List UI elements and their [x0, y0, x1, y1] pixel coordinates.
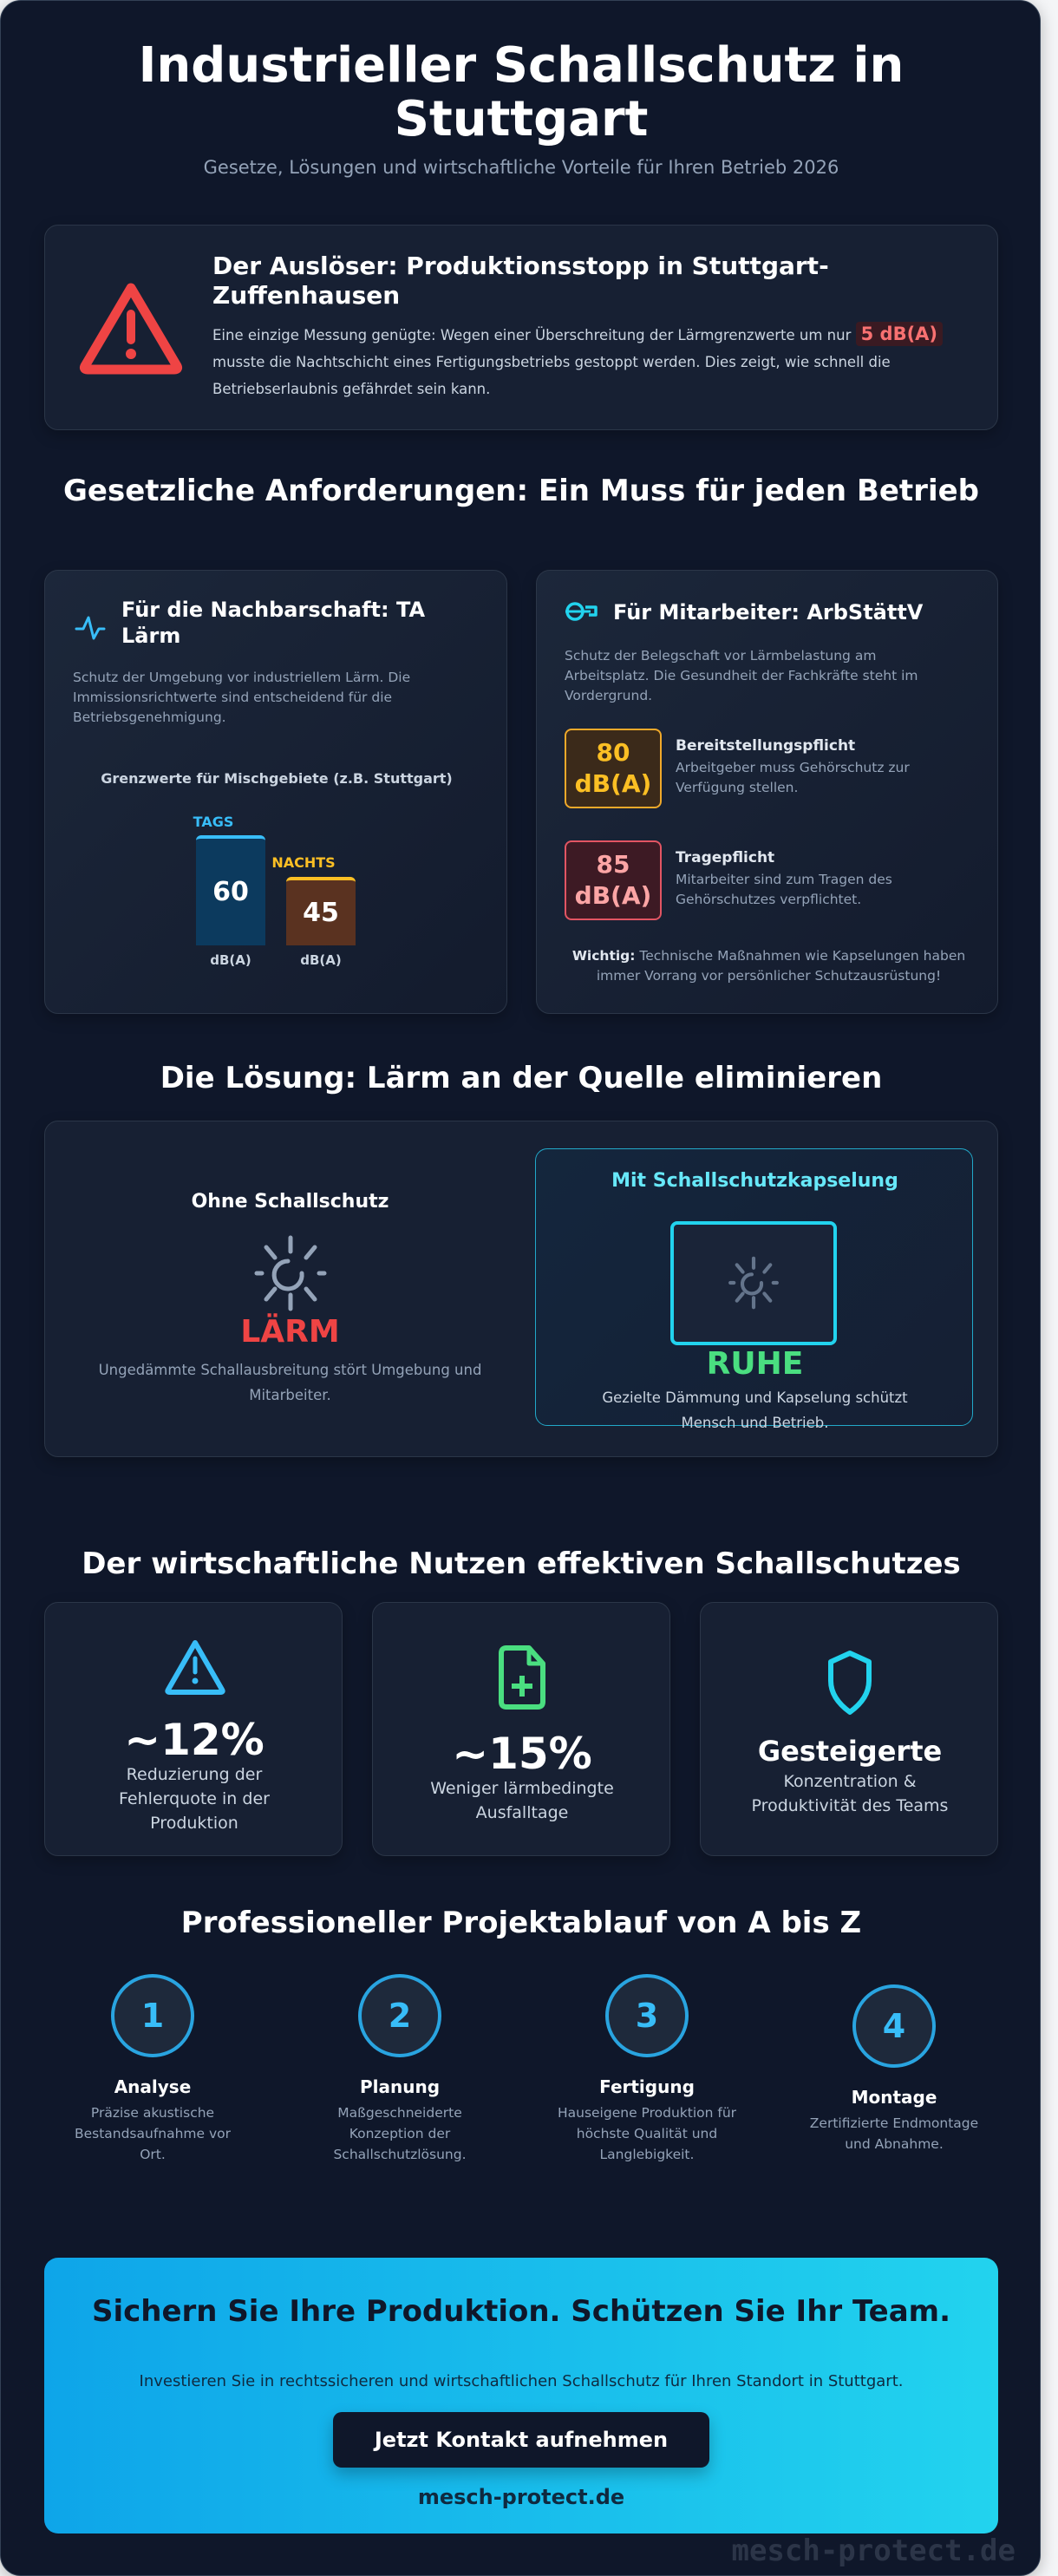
with-title: Mit Schallschutzkapselung [611, 1170, 898, 1192]
bar-label-day: TAGS [193, 814, 234, 830]
threshold-title: Tragepflicht [676, 849, 775, 866]
note-text: Technische Maßnahmen wie Kapselungen hab… [596, 948, 966, 984]
alert-text: Eine einzige Messung genügte: Wegen eine… [212, 321, 958, 402]
benefit-value: Gesteigerte [757, 1735, 943, 1768]
trigger-alert-card: Der Auslöser: Produktionsstopp in Stuttg… [44, 225, 998, 430]
threshold-badge-80: 80 dB(A) [565, 729, 662, 808]
step-number-circle: 3 [605, 1974, 689, 2057]
threshold-value: 85 [596, 850, 630, 879]
step-title: Montage [851, 2087, 937, 2108]
shield-icon [828, 1651, 872, 1715]
ta-laerm-card: Für die Nachbarschaft: TA Lärm Schutz de… [44, 570, 507, 1014]
benefits-section-title: Der wirtschaftliche Nutzen effektiven Sc… [82, 1546, 961, 1581]
bar-night-unit: dB(A) [300, 952, 342, 968]
bar-day-unit: dB(A) [210, 952, 251, 968]
ta-laerm-text: Schutz der Umgebung vor industriellem Lä… [73, 670, 411, 725]
step-title: Analyse [114, 2076, 192, 2097]
legal-section-title: Gesetzliche Anforderungen: Ein Muss für … [63, 474, 979, 508]
threshold-provision: 80 dB(A) Bereitstellungspflicht Arbeitge… [565, 729, 972, 815]
step-text: Maßgeschneiderte Konzeption der Schallsc… [333, 2105, 467, 2162]
page-subtitle: Gesetze, Lösungen und wirtschaftliche Vo… [203, 157, 839, 178]
process-step-4: 4 Montage Zertifizierte Endmontage und A… [781, 1984, 1007, 2154]
solution-comparison: Ohne Schallschutz LÄRM Ungedämmte Schall… [44, 1121, 998, 1457]
without-title: Ohne Schallschutz [191, 1191, 389, 1213]
threshold-text: Mitarbeiter sind zum Tragen des Gehörsch… [676, 872, 892, 907]
cta-banner: Sichern Sie Ihre Produktion. Schützen Si… [44, 2258, 998, 2534]
process-step-2: 2 Planung Maßgeschneiderte Konzeption de… [287, 1974, 513, 2165]
threshold-title: Bereitstellungspflicht [676, 737, 856, 755]
alert-text-before: Eine einzige Messung genügte: Wegen eine… [212, 327, 856, 343]
arbstaettv-text: Schutz der Belegschaft vor Lärmbelastung… [565, 648, 918, 703]
highlight-badge: 5 dB(A) [855, 322, 944, 346]
step-number-circle: 4 [852, 1984, 936, 2068]
chart-caption: Grenzwerte für Mischgebiete (z.B. Stuttg… [101, 770, 453, 787]
watermark: mesch-protect.de [731, 2534, 1016, 2568]
bar-label-night: NACHTS [271, 854, 336, 871]
enclosed-noise-source-icon [728, 1256, 779, 1310]
bar-day-value: 60 [212, 877, 249, 907]
arbstaettv-card: Für Mitarbeiter: ArbStättV Schutz der Be… [536, 570, 998, 1014]
enclosure-box [670, 1221, 837, 1345]
threshold-unit: dB(A) [574, 769, 652, 798]
step-title: Planung [359, 2076, 441, 2097]
note-label: Wichtig: [571, 948, 636, 964]
step-text: Hauseigene Produktion für höchste Qualit… [557, 2105, 737, 2162]
without-text: Ungedämmte Schallausbreitung stört Umgeb… [98, 1362, 482, 1403]
threshold-unit: dB(A) [574, 881, 652, 910]
contact-button[interactable]: Jetzt Kontakt aufnehmen [333, 2412, 709, 2468]
without-protection-panel: Ohne Schallschutz LÄRM Ungedämmte Schall… [45, 1121, 535, 1458]
step-title: Fertigung [599, 2076, 695, 2097]
solution-section-title: Die Lösung: Lärm an der Quelle eliminier… [160, 1061, 883, 1095]
ta-laerm-title: Für die Nachbarschaft: TA Lärm [121, 598, 426, 648]
warning-triangle-icon [79, 283, 183, 375]
step-text: Zertifizierte Endmontage und Abnahme. [809, 2115, 979, 2152]
important-note: Wichtig: Technische Maßnahmen wie Kapsel… [563, 946, 975, 986]
step-number-circle: 1 [111, 1974, 194, 2057]
threshold-value: 80 [596, 738, 630, 767]
alert-title: Der Auslöser: Produktionsstopp in Stuttg… [212, 252, 829, 310]
quiet-label: RUHE [706, 1346, 804, 1382]
noise-label: LÄRM [240, 1314, 340, 1350]
threshold-text: Arbeitgeber muss Gehörschutz zur Verfügu… [676, 760, 910, 795]
benefit-card-absence: ~15% Weniger lärmbedingte Ausfalltage [372, 1602, 670, 1856]
benefit-value: ~12% [124, 1715, 264, 1765]
benefit-text: Reduzierung der Fehlerquote in der Produ… [119, 1765, 270, 1833]
process-step-3: 3 Fertigung Hauseigene Produktion für hö… [534, 1974, 760, 2165]
pulse-icon [75, 616, 106, 640]
benefit-value: ~15% [452, 1729, 592, 1779]
process-section-title: Professioneller Projektablauf von A bis … [180, 1906, 862, 1940]
cta-text: Investieren Sie in rechtssicheren und wi… [139, 2372, 904, 2390]
cta-title: Sichern Sie Ihre Produktion. Schützen Si… [91, 2294, 951, 2329]
website-link[interactable]: mesch-protect.de [417, 2485, 625, 2509]
warning-triangle-icon [165, 1640, 225, 1695]
step-text: Präzise akustische Bestandsaufnahme vor … [74, 2105, 232, 2162]
bar-day: 60 [196, 835, 265, 945]
bar-night-value: 45 [303, 898, 339, 928]
with-protection-panel: Mit Schallschutzkapselung [535, 1148, 973, 1431]
threshold-badge-85: 85 dB(A) [565, 840, 662, 920]
benefit-card-productivity: Gesteigerte Konzentration & Produktivitä… [700, 1602, 998, 1856]
process-step-1: 1 Analyse Präzise akustische Bestandsauf… [40, 1974, 265, 2165]
threshold-obligation: 85 dB(A) Tragepflicht Mitarbeiter sind z… [565, 840, 972, 927]
bar-night: 45 [286, 877, 356, 945]
step-number-circle: 2 [358, 1974, 441, 2057]
arbstaettv-title: Für Mitarbeiter: ArbStättV [613, 600, 924, 624]
file-plus-icon [499, 1645, 545, 1710]
with-text: Gezielte Dämmung und Kapselung schützt M… [602, 1389, 908, 1431]
ear-protection-icon [565, 602, 598, 621]
benefit-text: Weniger lärmbedingte Ausfalltage [430, 1779, 614, 1822]
page-title: Industrieller Schallschutz in Stuttgart [138, 37, 905, 147]
benefit-text: Konzentration & Produktivität des Teams [751, 1772, 949, 1815]
benefit-card-error-rate: ~12% Reduzierung der Fehlerquote in der … [44, 1602, 343, 1856]
alert-text-after: musste die Nachtschicht eines Fertigungs… [212, 354, 891, 397]
noise-source-icon [254, 1235, 327, 1311]
